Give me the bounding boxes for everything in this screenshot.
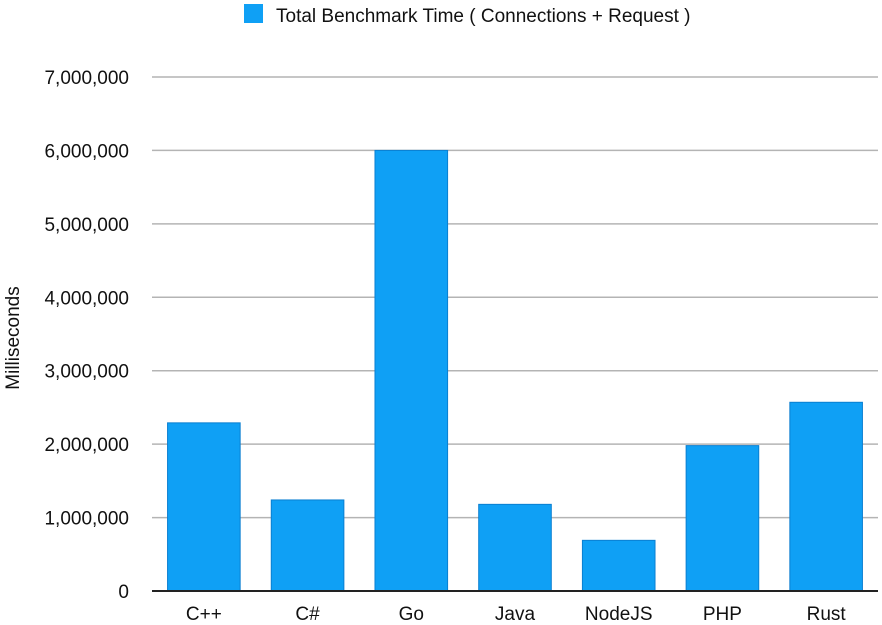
bar-php xyxy=(685,445,760,592)
y-tick-label: 6,000,000 xyxy=(44,141,129,162)
bar-rust xyxy=(789,401,863,592)
y-axis-title: Milliseconds xyxy=(3,286,24,389)
legend: Total Benchmark Time ( Connections + Req… xyxy=(244,4,691,27)
y-axis-ticks: 0 1,000,000 2,000,000 3,000,000 4,000,000 5,0… xyxy=(44,68,129,603)
bar-nodejs xyxy=(581,539,656,592)
y-tick-label: 3,000,000 xyxy=(44,362,129,383)
y-tick-label: 1,000,000 xyxy=(44,509,129,530)
legend-label: Total Benchmark Time ( Connections + Req… xyxy=(276,6,691,27)
x-tick-label: PHP xyxy=(703,604,742,625)
y-tick-label: 2,000,000 xyxy=(44,435,129,456)
bars xyxy=(167,149,863,592)
x-tick-label: C++ xyxy=(186,604,222,625)
y-tick-label: 5,000,000 xyxy=(44,215,129,236)
bar-go xyxy=(374,149,449,592)
x-tick-label: Java xyxy=(495,604,536,625)
x-tick-label: NodeJS xyxy=(585,604,653,625)
gridlines xyxy=(152,76,878,519)
y-tick-label: 7,000,000 xyxy=(44,68,129,89)
x-axis-ticks: C++ C# Go Java NodeJS PHP Rust xyxy=(186,604,846,625)
bar-csharp xyxy=(270,499,345,592)
x-tick-label: Rust xyxy=(807,604,847,625)
bar-java xyxy=(478,503,552,592)
x-tick-label: Go xyxy=(399,604,424,625)
x-tick-label: C# xyxy=(295,604,320,625)
bar-cplusplus xyxy=(167,422,241,592)
legend-swatch xyxy=(244,4,263,23)
y-tick-label: 0 xyxy=(118,582,129,603)
y-tick-label: 4,000,000 xyxy=(44,288,129,309)
